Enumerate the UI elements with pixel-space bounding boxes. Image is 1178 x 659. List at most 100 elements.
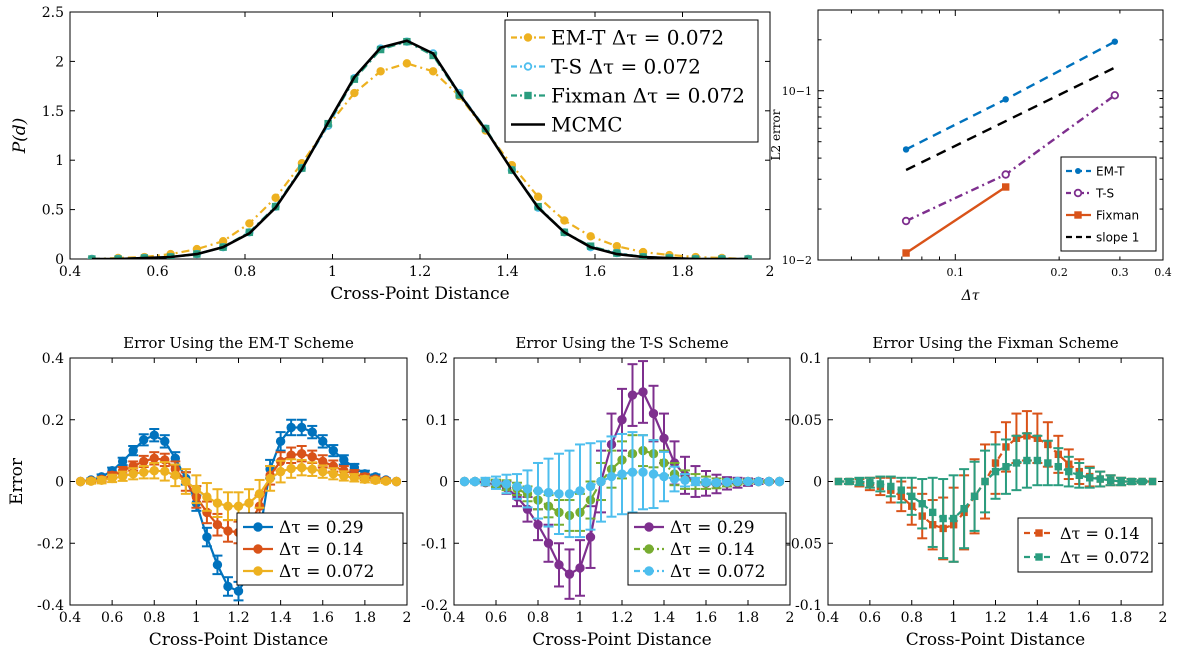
legend-marker — [644, 544, 654, 554]
data-point — [960, 504, 968, 513]
legend-marker — [644, 522, 654, 532]
x-tick-label: 1.2 — [611, 610, 633, 626]
data-point — [1065, 467, 1073, 476]
chart-title: Error Using the Fixman Scheme — [872, 334, 1118, 352]
data-point — [275, 466, 286, 477]
data-point — [585, 481, 596, 492]
legend-label: Δτ = 0.072 — [1060, 548, 1150, 567]
x-tick-label: 0.8 — [143, 610, 165, 626]
data-point — [701, 477, 711, 487]
series-area — [75, 418, 402, 602]
data-point — [318, 466, 328, 477]
data-point — [753, 476, 764, 487]
data-point — [275, 436, 286, 447]
data-point — [845, 477, 853, 486]
legend-label: T-S Δτ = 0.072 — [551, 55, 701, 79]
data-point — [360, 474, 370, 485]
data-point — [318, 436, 328, 447]
data-point — [908, 492, 916, 501]
data-point — [743, 476, 753, 487]
legend-marker — [1035, 529, 1043, 537]
legend-label: Fixman Δτ = 0.072 — [551, 84, 745, 108]
data-point — [212, 560, 223, 570]
x-tick-label: 1.8 — [737, 610, 759, 626]
legend-label: Δτ = 0.14 — [279, 540, 364, 560]
y-tick-label: -0.05 — [786, 536, 822, 552]
series-line — [905, 185, 1007, 255]
data-point — [370, 475, 381, 485]
data-point — [139, 467, 149, 477]
data-point — [606, 471, 617, 482]
legend-label: Δτ = 0.072 — [279, 562, 374, 582]
y-axis-label: Error — [7, 457, 27, 505]
data-point — [307, 464, 317, 474]
series-line — [905, 66, 1116, 172]
chart-title: Error Using the EM-T Scheme — [123, 334, 354, 352]
y-tick-label: 2.5 — [42, 5, 64, 21]
series-3 — [75, 458, 402, 522]
data-point — [1002, 96, 1009, 103]
data-point — [680, 475, 690, 485]
data-point — [223, 501, 233, 511]
legend-label: slope 1 — [1096, 231, 1139, 245]
data-point — [866, 479, 874, 487]
legend: EM-T Δτ = 0.072 T-S Δτ = 0.072 Fixman Δτ =… — [504, 19, 759, 143]
legend-label: EM-T Δτ = 0.072 — [551, 26, 724, 50]
data-point — [88, 255, 96, 259]
data-point — [501, 479, 512, 489]
legend-label: Δτ = 0.072 — [670, 562, 765, 582]
x-tick-label: 0.6 — [859, 610, 881, 626]
data-point — [543, 487, 554, 498]
data-point — [149, 453, 159, 464]
data-point — [202, 532, 212, 542]
data-point — [1044, 459, 1052, 467]
data-point — [887, 482, 895, 491]
series-area — [834, 410, 1157, 563]
data-point — [170, 470, 181, 481]
y-tick-label: 0.4 — [42, 351, 64, 367]
data-point — [381, 476, 391, 486]
data-point — [1127, 477, 1136, 486]
data-point — [617, 469, 627, 479]
x-tick-label: 2 — [403, 610, 412, 626]
series-4 — [91, 39, 749, 259]
data-point — [75, 476, 86, 487]
data-point — [244, 498, 254, 508]
legend-label: Δτ = 0.29 — [670, 518, 755, 538]
legend-label: T-S — [1095, 187, 1114, 201]
series-3 — [459, 431, 785, 539]
data-point — [491, 478, 501, 488]
x-tick-label: 1 — [328, 264, 337, 280]
data-point — [265, 473, 275, 484]
x-tick-label: 1.4 — [653, 610, 675, 626]
data-point — [612, 241, 622, 251]
x-axis-label: Cross-Point Distance — [330, 284, 509, 304]
data-point — [564, 489, 575, 499]
series-line — [91, 39, 749, 259]
series-3 — [902, 183, 1010, 257]
data-point — [543, 538, 554, 548]
data-point — [350, 88, 359, 98]
data-point — [560, 216, 569, 225]
series-2 — [834, 432, 1157, 563]
legend-box — [504, 19, 759, 143]
data-point — [901, 216, 911, 226]
x-tick-label: 1.4 — [269, 610, 291, 626]
x-tick-label: 0.8 — [527, 610, 549, 626]
legend-label: EM-T — [1096, 165, 1125, 179]
data-point — [233, 586, 244, 596]
data-point — [139, 456, 149, 467]
data-point — [117, 456, 128, 467]
data-point — [1148, 477, 1157, 486]
legend-marker — [523, 33, 533, 42]
data-point — [648, 408, 659, 419]
data-point — [533, 520, 543, 530]
data-point — [897, 486, 905, 494]
x-tick-label: 2 — [1159, 610, 1168, 626]
legend-label: MCMC — [551, 113, 623, 137]
data-point — [286, 463, 296, 474]
data-point — [554, 560, 564, 570]
data-point — [1002, 183, 1010, 191]
data-point — [271, 193, 280, 202]
